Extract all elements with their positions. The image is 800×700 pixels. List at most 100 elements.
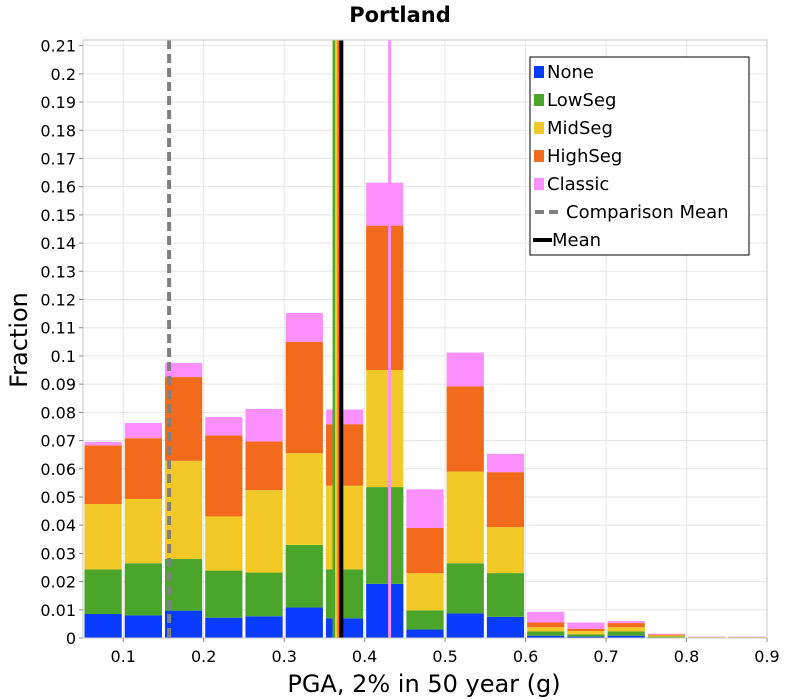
legend-swatch [534,178,544,190]
bar-segment-highseg [446,386,484,472]
legend-swatch [534,150,544,162]
bar-segment-highseg [527,622,565,628]
bar-segment-midseg [486,527,525,574]
bar-segment-highseg [607,623,645,628]
bar-segment-none [245,616,283,638]
y-tick-label: 0.06 [40,460,76,479]
legend-label: LowSeg [547,90,616,111]
y-tick-label: 0.16 [40,178,76,197]
x-tick-label: 0.5 [432,647,457,666]
bar-segment-midseg [647,635,686,637]
bar-segment-highseg [567,628,605,631]
bar-segment-lowseg [607,631,645,636]
y-axis-label: Fraction [5,292,33,388]
bar-segment-highseg [285,341,323,454]
y-tick-label: 0.05 [40,488,76,507]
bar-segment-classic [406,489,444,528]
x-axis-ticks: 0.1 0.2 0.3 0.4 0.5 0.6 0.7 0.8 0.9 [111,638,780,666]
y-tick-label: 0.07 [40,432,76,451]
y-tick-label: 0.13 [40,262,76,281]
bar-segment-classic [647,633,686,635]
bar-segment-classic [84,441,122,446]
bar-segment-lowseg [84,569,122,615]
bar-segment-highseg [205,435,243,517]
bar-segment-lowseg [406,610,444,630]
legend-swatch [534,122,544,134]
y-tick-label: 0.01 [40,601,76,620]
y-tick-label: 0.09 [40,375,76,394]
legend-box [529,56,750,256]
x-tick-label: 0.7 [593,647,618,666]
bar-segment-lowseg [325,569,364,619]
legend-swatch [534,66,544,78]
legend-label: HighSeg [547,146,622,167]
bar-segment-midseg [285,453,323,545]
x-tick-label: 0.8 [674,647,699,666]
bar-segment-midseg [567,630,605,635]
bar-segment-none [325,618,364,638]
x-tick-label: 0.4 [352,647,377,666]
bar-segment-none [406,629,444,638]
bar-segment-classic [527,611,565,623]
bar-segment-lowseg [164,559,203,611]
bar-segment-none [285,607,323,638]
bar-segment-midseg [205,516,243,571]
y-tick-label: 0.02 [40,573,76,592]
bar-segment-classic [446,352,484,387]
bar-segment-highseg [366,225,404,371]
x-tick-label: 0.9 [754,647,779,666]
legend-label: Mean [552,230,601,251]
y-tick-label: 0 [66,629,76,648]
bar-segment-lowseg [567,634,605,637]
bar-segment-midseg [527,627,565,632]
bar-segment-lowseg [527,631,565,636]
bar-segment-none [486,616,525,638]
bar-segment-highseg [406,527,444,574]
y-tick-label: 0.08 [40,403,76,422]
bar-segment-classic [607,621,645,624]
bar-segment-midseg [325,485,364,570]
bar-segment-classic [366,182,404,226]
bar-segment-midseg [406,573,444,611]
bar-segment-classic [245,408,283,442]
y-tick-label: 0.11 [40,319,76,338]
y-axis-ticks: 0 0.01 0.02 0.03 0.04 0.05 0.06 0.07 0.08 0.09 0.1… [40,37,83,648]
bar-segment-midseg [84,504,122,570]
legend: None LowSeg MidSeg HighSeg Classic Comparison… [529,56,750,256]
bar-segment-highseg [245,441,283,491]
legend-swatch [534,94,544,106]
bar-segment-none [527,635,565,638]
y-tick-label: 0.1 [51,347,76,366]
bar-segment-none [567,636,605,638]
bar-segment-highseg [647,634,686,636]
legend-label: MidSeg [547,118,613,139]
bar-segment-midseg [366,370,404,488]
bar-segment-midseg [164,460,203,560]
mean-lines [167,40,392,638]
bar-segment-none [124,615,162,638]
bar-segment-none [446,613,484,638]
bar-segment-classic [285,313,323,342]
legend-label: Comparison Mean [566,202,729,223]
x-tick-label: 0.3 [271,647,296,666]
bar-segment-midseg [607,627,645,632]
y-tick-label: 0.21 [40,37,76,56]
bar-segment-none [366,583,404,638]
bar-segment-classic [205,417,243,436]
bar-segment-lowseg [124,563,162,616]
bar-segment-none [164,610,203,638]
bar-segment-lowseg [446,563,484,614]
y-tick-label: 0.03 [40,544,76,563]
bar-segment-midseg [446,471,484,564]
y-tick-label: 0.17 [40,149,76,168]
x-axis-label: PGA, 2% in 50 year (g) [287,670,560,698]
legend-label: Classic [547,174,609,195]
bar-segment-lowseg [486,573,525,617]
bar-segment-highseg [325,424,364,486]
bar-segment-highseg [486,472,525,528]
y-tick-label: 0.14 [40,234,76,253]
bar-segment-classic [124,423,162,439]
bar-segment-midseg [245,490,283,573]
bar-segment-classic [325,409,364,425]
